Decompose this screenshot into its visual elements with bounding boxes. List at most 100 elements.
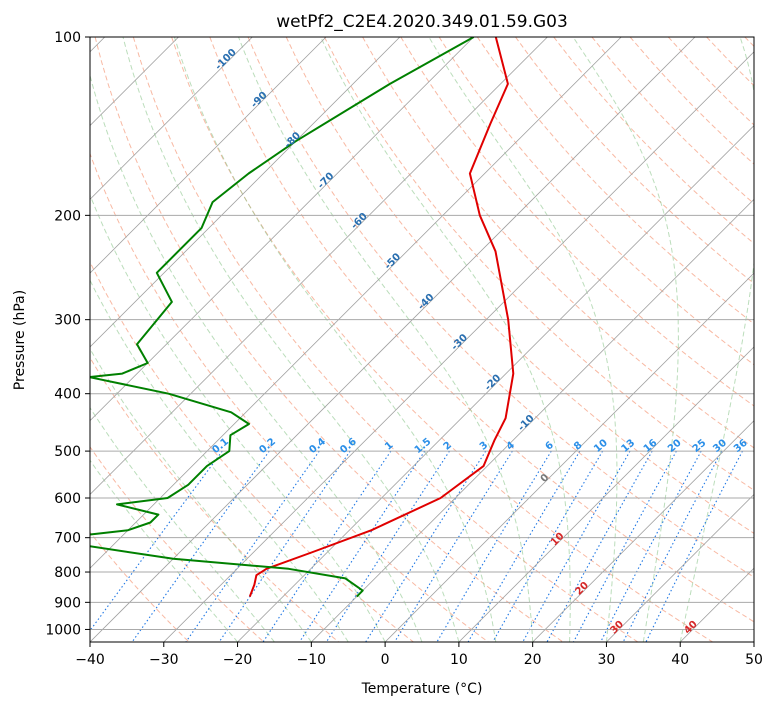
moist-adiabat-line: [320, 37, 571, 642]
isotherm-line: [753, 641, 754, 642]
moist-adiabat-line: [90, 73, 423, 642]
x-tick-label: 0: [381, 652, 390, 668]
mixing-ratio-line: [522, 450, 631, 642]
isotherm-line: [90, 37, 474, 422]
x-tick-label: 40: [671, 652, 689, 668]
mixing-ratio-label: 0.2: [257, 436, 278, 456]
dry-adiabat-line: [171, 37, 713, 642]
x-tick-label: 50: [745, 652, 763, 668]
x-tick-label: 30: [598, 652, 616, 668]
x-tick-label: −40: [75, 652, 105, 668]
y-tick-label: 200: [54, 208, 81, 224]
moist-adiabat-line: [173, 37, 497, 642]
profile-line: [248, 37, 515, 597]
isotherm-line: [311, 198, 754, 642]
y-axis-label: Pressure (hPa): [12, 290, 28, 390]
y-tick-label: 300: [54, 313, 81, 329]
isotherm-line: [237, 124, 754, 642]
mixing-ratio-line: [546, 450, 653, 642]
y-axis: 100 200 300 400 500 600 700 800 900 1000: [45, 30, 90, 638]
mixing-ratio-label: 25: [691, 437, 709, 454]
y-tick-label: 100: [54, 30, 81, 46]
isotherm-line: [679, 567, 754, 642]
isotherm-label: 40: [682, 619, 700, 637]
x-tick-label: 20: [524, 652, 542, 668]
dry-adiabat-line: [90, 446, 265, 642]
dry-adiabat-line: [706, 37, 754, 87]
dry-adiabat-line: [629, 37, 754, 165]
isotherm-label: -30: [449, 332, 470, 353]
dry-adiabat-line: [400, 37, 754, 407]
isotherm-label: -90: [249, 90, 270, 111]
isotherm-line: [90, 37, 401, 348]
x-tick-label: −20: [223, 652, 253, 668]
isotherm-label: 10: [549, 531, 567, 549]
mixing-ratio-line: [185, 450, 320, 642]
dry-adiabat-line: [553, 37, 754, 245]
mixing-ratio-line: [467, 450, 581, 642]
moist-adiabat-line: [428, 37, 618, 642]
mixing-ratio-line: [325, 450, 450, 642]
isotherm-label: 0: [539, 472, 552, 485]
x-axis-label: Temperature (°C): [361, 681, 483, 697]
dry-adiabat-line: [90, 531, 190, 642]
isotherm-line: [606, 493, 754, 642]
y-tick-label: 400: [54, 387, 81, 403]
mixing-ratio-label: 30: [711, 437, 729, 454]
mixing-ratio-line: [299, 450, 426, 642]
x-tick-label: 10: [450, 652, 468, 668]
mixing-ratio-label: 1.5: [413, 436, 434, 456]
x-tick-label: −10: [297, 652, 327, 668]
series: [90, 37, 515, 598]
mixing-ratio-label: 0.4: [307, 436, 328, 456]
y-tick-label: 700: [54, 531, 81, 547]
mixing-ratio-line: [622, 450, 723, 642]
mixing-ratio-label: 13: [620, 437, 638, 454]
dry-adiabat-line: [476, 37, 754, 325]
moist-adiabat-line: [90, 193, 386, 642]
isotherm-line: [163, 51, 754, 642]
moist-adiabat-line: [90, 347, 312, 642]
isotherm-label: -70: [316, 171, 337, 192]
isotherm-line: [458, 346, 754, 642]
dry-adiabat-line: [438, 37, 754, 366]
isotherm-label: -50: [383, 251, 404, 272]
moist-adiabat-line: [238, 37, 534, 642]
dry-adiabat-line: [744, 37, 754, 47]
mixing-ratio-line: [645, 450, 743, 642]
mixing-ratio-line: [131, 450, 270, 642]
isotherm-line: [90, 37, 253, 200]
isotherm-label: 20: [573, 580, 591, 598]
mixing-ratio-line: [90, 450, 223, 632]
mixing-ratio-line: [436, 450, 552, 642]
moist-adiabat-line: [679, 37, 754, 642]
isotherm-line: [532, 420, 754, 642]
isotherm-line: [90, 37, 696, 642]
mixing-ratio-label: 20: [666, 437, 684, 454]
dry-adiabat-line: [323, 37, 754, 491]
isotherm-line: [384, 272, 754, 642]
mixing-ratio-line: [573, 450, 677, 642]
plot-frame: [89, 36, 755, 643]
moist-adiabat-line: [90, 279, 349, 642]
y-tick-label: 900: [54, 595, 81, 611]
y-tick-label: 600: [54, 491, 81, 507]
isotherm-label: -100: [213, 47, 239, 73]
y-tick-label: 1000: [45, 622, 81, 638]
background-isopleths: [90, 37, 754, 642]
mixing-ratio-label: 10: [592, 437, 610, 454]
dry-adiabat-line: [94, 37, 564, 642]
dry-adiabat-line: [90, 356, 339, 642]
dry-adiabat-line: [90, 152, 489, 642]
isotherm-label: -60: [349, 211, 370, 232]
x-axis: −40 −30 −20 −10 0 10 20 30 40 50: [75, 642, 763, 668]
dry-adiabat-line: [247, 37, 754, 578]
y-tick-label: 500: [54, 444, 81, 460]
chart-title: wetPf2_C2E4.2020.349.01.59.G03: [276, 12, 568, 32]
mixing-ratio-line: [492, 450, 604, 642]
isotherm-label: -20: [483, 373, 504, 394]
dry-adiabat-line: [132, 37, 639, 642]
moist-adiabat-line: [90, 459, 238, 642]
moist-adiabat-line: [122, 37, 460, 642]
